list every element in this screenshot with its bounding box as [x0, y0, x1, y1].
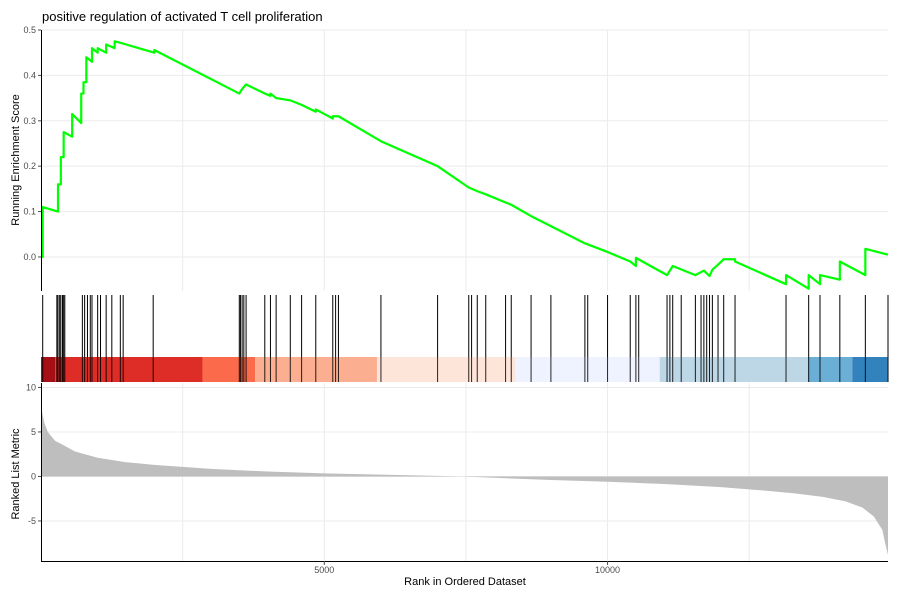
rank-heatmap — [41, 357, 889, 382]
enrichment-tick-label-5: 0.5 — [23, 25, 36, 35]
enrichment-y-ticks: 0.0 0.1 0.2 0.3 0.4 0.5 — [23, 25, 41, 262]
ranked-tick-label-0: -5 — [28, 516, 36, 526]
chart-title: positive regulation of activated T cell … — [42, 9, 323, 24]
x-tick-label-1: 10000 — [595, 565, 620, 575]
ranked-metric-area — [41, 391, 888, 555]
enrichment-tick-label-0: 0.0 — [23, 252, 36, 262]
heatmap-band-8 — [852, 357, 888, 382]
enrichment-y-label: Running Enrichment Score — [10, 94, 22, 225]
heatmap-band-1 — [55, 357, 203, 382]
heatmap-band-6 — [659, 357, 809, 382]
ranked-metric-panel: -5 0 5 10 5000 10000 Ranked List Metric Rank… — [10, 382, 888, 588]
ranked-tick-label-2: 5 — [31, 427, 36, 437]
enrichment-tick-label-4: 0.4 — [23, 70, 36, 80]
ranked-y-ticks: -5 0 5 10 — [26, 382, 41, 526]
heatmap-band-2 — [202, 357, 256, 382]
heatmap-band-4 — [376, 357, 516, 382]
x-tick-label-0: 5000 — [314, 565, 334, 575]
enrichment-tick-label-3: 0.3 — [23, 116, 36, 126]
ranked-tick-label-1: 0 — [31, 471, 36, 481]
heatmap-band-7 — [808, 357, 853, 382]
x-axis-ticks: 5000 10000 — [314, 561, 620, 575]
running-enrichment-line — [41, 40, 889, 290]
x-axis-label: Rank in Ordered Dataset — [404, 576, 526, 588]
enrichment-gridlines — [41, 29, 888, 291]
enrichment-tick-label-2: 0.2 — [23, 161, 36, 171]
ranked-y-label: Ranked List Metric — [10, 428, 22, 520]
enrichment-panel: 0.0 0.1 0.2 0.3 0.4 0.5 Running Enrichment Sc… — [10, 25, 889, 291]
ranked-tick-label-3: 10 — [26, 382, 36, 392]
enrichment-tick-label-1: 0.1 — [23, 207, 36, 217]
heatmap-band-0 — [41, 357, 56, 382]
